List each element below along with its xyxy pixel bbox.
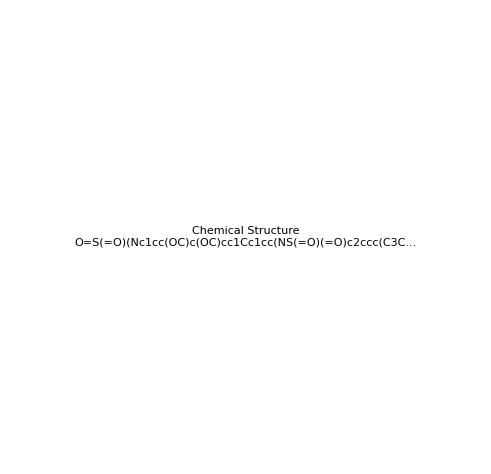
Text: Chemical Structure
O=S(=O)(Nc1cc(OC)c(OC)cc1Cc1cc(NS(=O)(=O)c2ccc(C3C...: Chemical Structure O=S(=O)(Nc1cc(OC)c(OC… [74, 226, 417, 248]
